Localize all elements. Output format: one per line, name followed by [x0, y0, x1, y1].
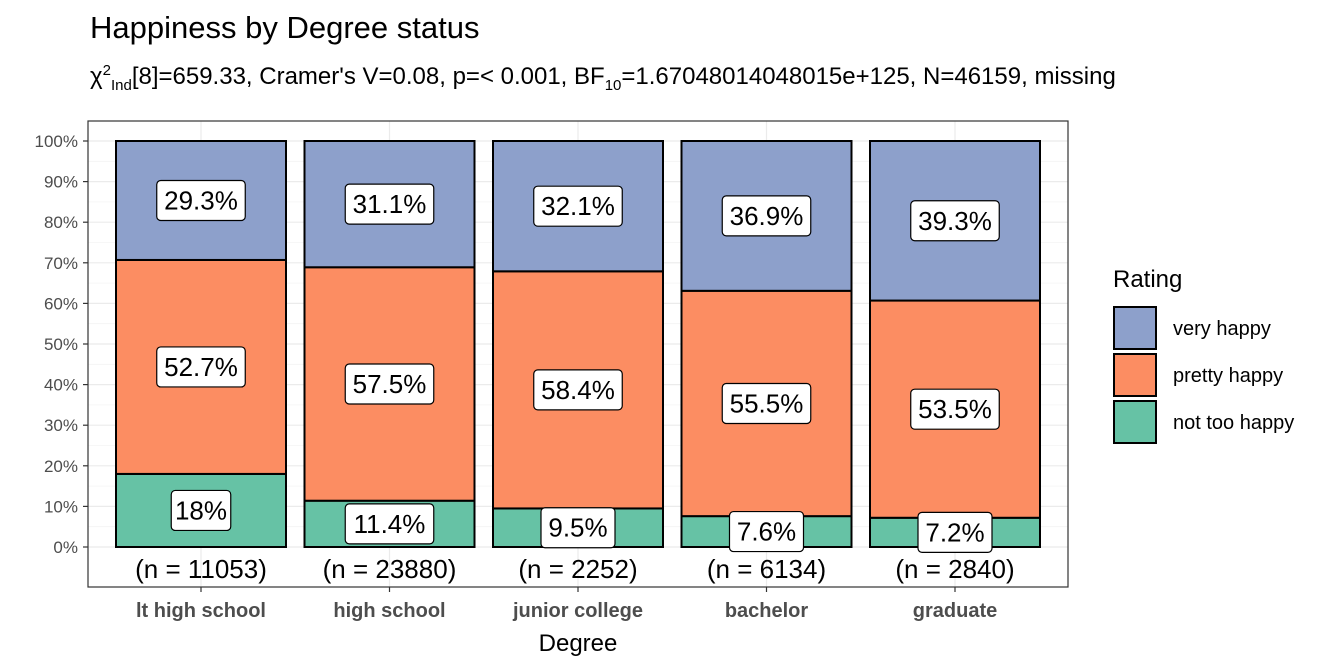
bf-sub: 10	[604, 76, 622, 94]
data-label-text: 55.5%	[730, 388, 804, 418]
data-label-text: 9.5%	[548, 513, 607, 543]
x-tick-label: bachelor	[725, 600, 809, 622]
data-label-box	[156, 346, 246, 388]
x-axis-title: Degree	[539, 630, 618, 657]
legend-swatch	[1113, 353, 1157, 397]
data-label-box	[533, 185, 623, 227]
data-label-box	[540, 507, 616, 549]
x-tick-label: high school	[333, 600, 445, 622]
data-label-text: 29.3%	[164, 185, 238, 215]
y-tick-label: 40%	[44, 376, 78, 395]
chart-title: Happiness by Degree status	[90, 10, 480, 45]
data-label-text: 31.1%	[353, 189, 427, 219]
data-label: 7.6%	[728, 510, 805, 553]
data-label-text: 32.1%	[541, 191, 615, 221]
data-label-text: 36.9%	[730, 201, 804, 231]
data-label: 9.5%	[540, 507, 616, 549]
stat-sub: Ind	[110, 76, 132, 94]
count-label: (n = 6134)	[707, 554, 826, 584]
data-label: 39.3%	[910, 200, 1000, 242]
x-tick-label: lt high school	[136, 600, 266, 622]
data-label: 29.3%	[156, 179, 246, 222]
stat-sup: 2	[102, 62, 111, 79]
count-label: (n = 2252)	[518, 554, 637, 584]
legend-label: very happy	[1173, 318, 1271, 340]
data-label: 53.5%	[910, 388, 1000, 430]
legend-label: pretty happy	[1173, 365, 1283, 387]
data-label: 18%	[170, 489, 232, 532]
data-label-box	[917, 511, 993, 553]
data-label-box	[344, 183, 435, 225]
x-axis: lt high school high school junior college b…	[136, 587, 997, 622]
y-tick-label: 70%	[44, 254, 78, 273]
data-label-text: 58.4%	[541, 375, 615, 405]
data-label: 11.4%	[344, 503, 435, 545]
bars: 18% 52.7% 29.3% 11.4% 57.5% 31.1% 9.5% 58.4% 32.…	[115, 140, 1041, 584]
x-tick-label: junior college	[512, 600, 643, 622]
y-tick-label: 20%	[44, 457, 78, 476]
data-label-box	[344, 503, 435, 545]
legend: Rating very happy pretty happy not too happ…	[1113, 266, 1294, 444]
data-label-box	[170, 489, 232, 532]
subtitle-text-b: =1.67048014048015e+125, N=46159, missing	[621, 63, 1116, 90]
count-label: (n = 11053)	[135, 554, 267, 584]
data-label-text: 57.5%	[353, 369, 427, 399]
data-label-box	[910, 200, 1000, 242]
x-tick-label: graduate	[913, 600, 997, 622]
data-label-box	[721, 195, 812, 237]
data-label-box	[533, 369, 623, 411]
count-label: (n = 23880)	[323, 554, 457, 584]
y-tick-label: 60%	[44, 294, 78, 313]
legend-title: Rating	[1113, 266, 1182, 293]
legend-swatch	[1113, 400, 1157, 444]
y-tick-label: 100%	[35, 132, 78, 151]
data-label-text: 53.5%	[918, 394, 992, 424]
data-label: 58.4%	[533, 369, 623, 411]
data-label: 52.7%	[156, 346, 246, 388]
y-tick-label: 90%	[44, 173, 78, 192]
data-label-text: 7.2%	[925, 517, 984, 547]
chart-subtitle: χ2Ind[8]=659.33, Cramer's V=0.08, p=< 0.…	[90, 62, 1116, 94]
data-label: 31.1%	[344, 183, 435, 225]
data-label: 55.5%	[721, 382, 812, 425]
data-label-box	[156, 179, 246, 222]
data-label-text: 11.4%	[354, 509, 426, 539]
data-label-box	[344, 363, 435, 405]
data-label-box	[910, 388, 1000, 430]
data-label: 32.1%	[533, 185, 623, 227]
y-tick-label: 50%	[44, 335, 78, 354]
y-tick-label: 80%	[44, 213, 78, 232]
data-label-text: 18%	[175, 495, 227, 525]
legend-label: not too happy	[1173, 412, 1294, 434]
subtitle-text-a: [8]=659.33, Cramer's V=0.08, p=< 0.001, …	[131, 63, 605, 90]
data-label: 57.5%	[344, 363, 435, 405]
y-tick-label: 0%	[53, 538, 78, 557]
data-label-text: 39.3%	[918, 206, 992, 236]
y-tick-label: 30%	[44, 416, 78, 435]
y-axis: 0% 10% 20% 30% 40% 50% 60% 70% 80% 90% 100%	[35, 132, 88, 557]
count-label: (n = 2840)	[895, 554, 1014, 584]
legend-swatch	[1113, 306, 1157, 350]
data-label-box	[721, 382, 812, 425]
data-label-text: 52.7%	[164, 352, 238, 382]
data-label-text: 7.6%	[737, 517, 796, 547]
bar-segment	[680, 140, 853, 292]
y-tick-label: 10%	[44, 497, 78, 516]
data-label: 36.9%	[721, 195, 812, 237]
data-label: 7.2%	[917, 511, 993, 553]
data-label-box	[728, 510, 805, 553]
stat-symbol: χ	[90, 63, 103, 90]
